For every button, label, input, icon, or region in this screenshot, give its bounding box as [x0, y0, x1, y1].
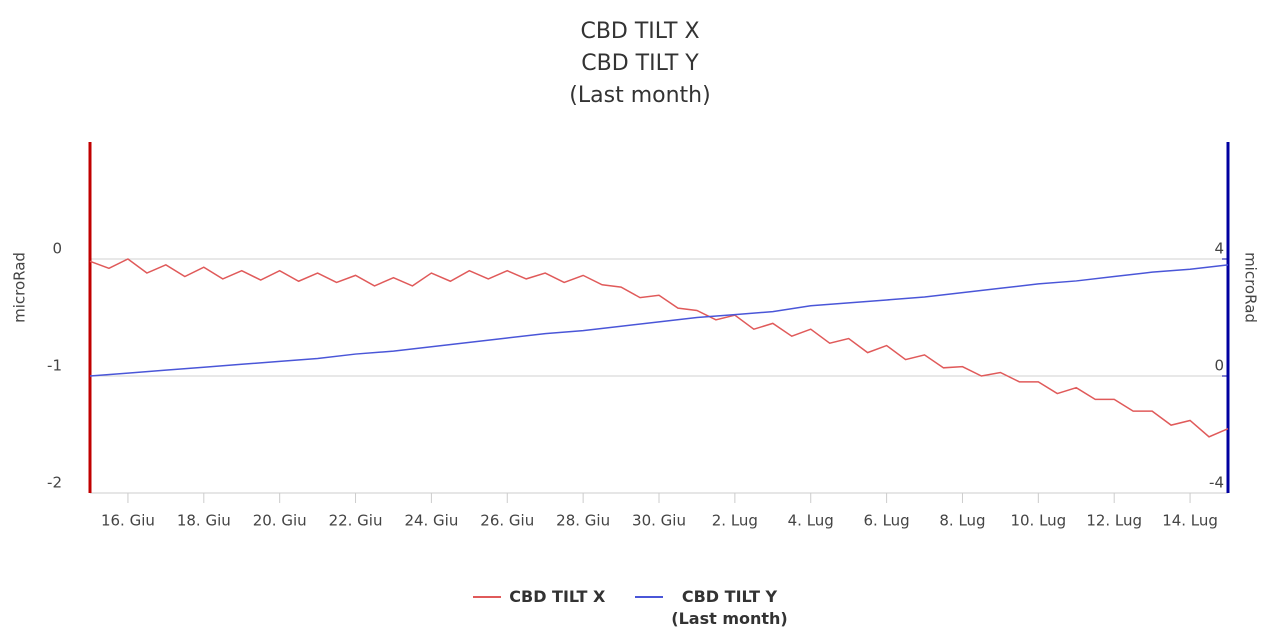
chart-title: CBD TILT Y [581, 51, 699, 76]
x-tick-label: 30. Giu [632, 512, 686, 530]
x-tick-label: 6. Lug [863, 512, 909, 530]
x-tick-label: 4. Lug [788, 512, 834, 530]
legend-label: CBD TILT Y (Last month) [671, 587, 788, 628]
y2-axis-title: microRad [1242, 252, 1260, 323]
x-tick-label: 14. Lug [1162, 512, 1218, 530]
x-tick-label: 2. Lug [712, 512, 758, 530]
x-tick-label: 12. Lug [1086, 512, 1142, 530]
legend-item[interactable]: CBD TILT Y (Last month) [635, 586, 788, 630]
series-line [89, 258, 1229, 438]
legend: CBD TILT X CBD TILT Y (Last month) [0, 586, 1261, 630]
chart-title: (Last month) [569, 83, 710, 108]
series-line [89, 264, 1229, 377]
y2-tick-label: -4 [1209, 474, 1224, 492]
legend-swatch [635, 596, 664, 598]
x-tick-label: 16. Giu [101, 512, 155, 530]
chart: CBD TILT X CBD TILT Y (Last month) -2 -1 0 -4 0… [11, 19, 1260, 530]
x-tick-label: 28. Giu [556, 512, 610, 530]
x-tick-label: 10. Lug [1010, 512, 1066, 530]
legend-label: CBD TILT X [509, 587, 606, 606]
y-tick-label: -1 [47, 357, 62, 375]
x-tick-label: 24. Giu [404, 512, 458, 530]
x-tick-label: 22. Giu [329, 512, 383, 530]
chart-title: CBD TILT X [580, 19, 699, 44]
x-tick-label: 20. Giu [253, 512, 307, 530]
x-tick-label: 8. Lug [939, 512, 985, 530]
x-tick-label: 18. Giu [177, 512, 231, 530]
y-tick-label: -2 [47, 474, 62, 492]
y-axis-title: microRad [11, 252, 29, 323]
y2-tick-label: 4 [1214, 240, 1224, 258]
x-tick-label: 26. Giu [480, 512, 534, 530]
y2-tick-label: 0 [1214, 357, 1224, 375]
legend-swatch [473, 596, 502, 598]
y-tick-label: 0 [52, 240, 62, 258]
legend-item[interactable]: CBD TILT X [473, 586, 605, 630]
